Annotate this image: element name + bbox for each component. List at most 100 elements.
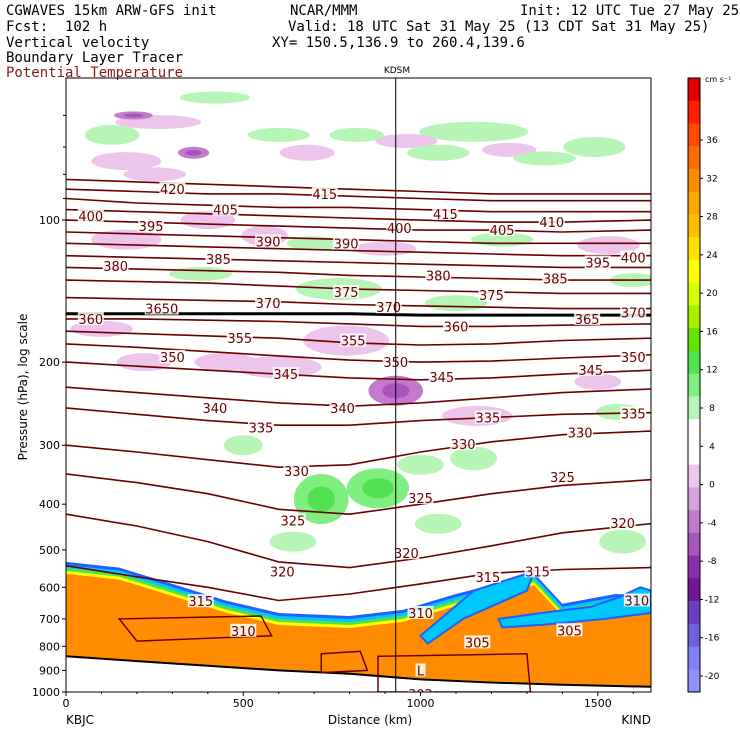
cross-section-coords: XY= 150.5,136.9 to 260.4,139.6 (272, 35, 525, 51)
theta-contour-closed (320, 650, 369, 674)
theta-label: 325 (280, 514, 305, 529)
w-cell (91, 152, 162, 171)
theta-label-bg (542, 271, 569, 285)
theta-label-bg (407, 490, 434, 504)
theta-contour-390 (66, 242, 651, 257)
colorbar-tick-label: 36 (706, 136, 718, 146)
theta-label: 315 (475, 571, 500, 586)
colorbar-tick-label: 16 (706, 327, 718, 337)
theta-label-bg (329, 400, 356, 414)
theta-label: 400 (621, 251, 646, 266)
w-cell (84, 124, 140, 145)
colorbar-swatch (688, 259, 700, 284)
theta-label-bg (205, 252, 232, 266)
y-tick-label: 900 (39, 664, 60, 677)
colorbar-swatch (688, 441, 700, 466)
w-cell-core (362, 478, 394, 499)
theta-label-bg (620, 305, 647, 319)
theta-label-bg (489, 223, 516, 237)
theta-label: 360 (444, 320, 469, 335)
theta-label: 325 (550, 471, 575, 486)
w-cell (397, 454, 444, 475)
theta-label-bg (333, 284, 360, 298)
organization: NCAR/MMM (290, 3, 358, 19)
colorbar-swatch (688, 578, 700, 602)
theta-label: 400 (387, 222, 412, 237)
x-tick-label: 0 (63, 697, 70, 710)
y-tick-label: 400 (39, 498, 60, 511)
theta-label-bg (407, 605, 434, 619)
theta-label-bg (77, 311, 104, 325)
theta-label: 375 (334, 286, 359, 301)
left-station-label: KBJC (66, 713, 94, 727)
y-tick-label: 700 (39, 613, 60, 626)
theta-label-bg (393, 546, 420, 560)
w-cell (179, 91, 251, 104)
theta-label-bg (226, 331, 253, 345)
theta-label: 305 (465, 636, 490, 651)
theta-label: 315 (525, 565, 550, 580)
theta-label: 310 (408, 607, 433, 622)
w-cell (247, 127, 310, 142)
theta-label: 385 (543, 273, 568, 288)
theta-label-bg (144, 301, 179, 315)
theta-label-bg (159, 349, 186, 363)
plot-area: 420 415 415 400 395 405 400 405 410 395 400 385 390 3… (66, 78, 651, 703)
w-cell (424, 295, 488, 312)
y-tick-label: 800 (39, 640, 60, 653)
theta-label-bg (386, 221, 413, 235)
colorbar-tick-label: -12 (705, 595, 720, 605)
colorbar-swatch (688, 123, 700, 147)
x-tick-label: 1000 (407, 697, 435, 710)
w-cell (329, 127, 385, 142)
colorbar-swatch (688, 282, 700, 306)
colorbar: 36 32 28 24 20 16 12 8 4 0 -4 -8 -12 -16 -20 (687, 77, 720, 693)
tracer-tongue (419, 569, 536, 646)
theta-contour-335 (66, 407, 651, 426)
colorbar-swatch (688, 396, 700, 420)
w-cell (279, 144, 335, 161)
w-cell (419, 121, 529, 142)
w-cell (599, 529, 647, 554)
colorbar-swatch (688, 487, 700, 511)
theta-label-bg (187, 594, 214, 608)
colorbar-swatch (688, 78, 700, 102)
colorbar-swatch (688, 100, 700, 124)
colorbar-swatch (688, 555, 700, 579)
theta-label: 345 (273, 368, 298, 383)
y-tick-label: 1000 (32, 686, 60, 699)
colorbar-tick-label: -20 (705, 672, 720, 682)
y-tick-label: 300 (39, 439, 60, 452)
theta-label: 350 (621, 351, 646, 366)
theta-contour-415 (66, 188, 651, 202)
theta-label: 360 (78, 313, 103, 328)
theta-label: 302 (408, 688, 433, 703)
right-station-label: KIND (621, 713, 651, 727)
tracer-body (66, 573, 651, 687)
marker-station-label: KDSM (384, 66, 410, 76)
theta-label: 305 (557, 624, 582, 639)
colorbar-frame (687, 77, 701, 693)
colorbar-swatch (688, 146, 700, 170)
theta-label: 330 (451, 438, 476, 453)
x-axis-label: Distance (km) (328, 713, 412, 727)
theta-label: 330 (284, 465, 309, 480)
theta-label-bg (574, 311, 601, 325)
theta-label-bg (77, 208, 104, 222)
theta-label: 390 (256, 235, 281, 250)
w-cell (407, 144, 470, 161)
theta-label-bg (269, 564, 296, 578)
w-cell (574, 373, 622, 390)
theta-label-bg (248, 420, 274, 434)
w-cell (375, 134, 438, 149)
theta-label: 415 (312, 188, 337, 203)
theta-contour-350 (66, 343, 651, 363)
theta-label: 395 (585, 256, 610, 271)
colorbar-swatch (688, 510, 700, 534)
init-time: Init: 12 UTC Tue 27 May 25 (520, 3, 740, 19)
tracer-tongue (497, 586, 651, 629)
theta-label-bg (556, 623, 583, 637)
theta-label: 365 (575, 313, 600, 328)
